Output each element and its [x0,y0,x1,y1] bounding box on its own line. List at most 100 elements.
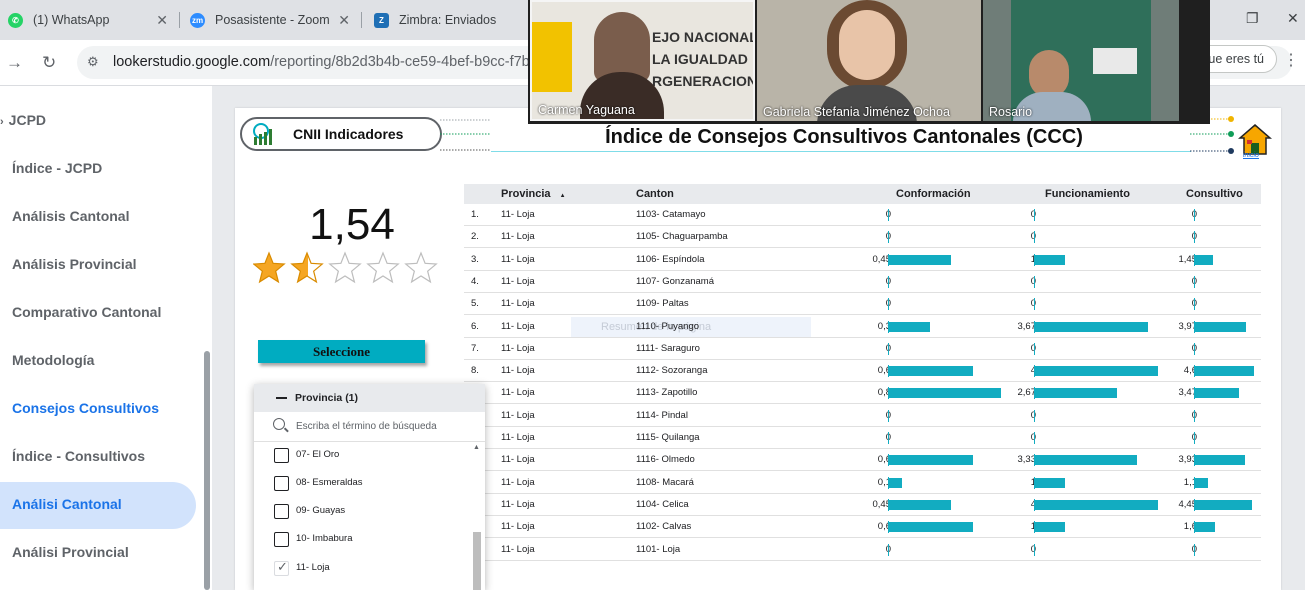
collapse-icon[interactable] [276,397,287,399]
dropdown-option[interactable]: 09- Guayas [274,504,464,524]
star-icon [253,251,286,284]
close-icon[interactable]: ✕ [156,11,168,28]
tab-zoom[interactable]: zm Posasistente - Zoom ✕ [190,6,350,34]
title-underline [491,151,1191,152]
cell-cons: 3,47 [1178,387,1198,399]
dropdown-option[interactable]: ✓ 11- Loja [274,559,464,581]
bar-func [1034,499,1158,510]
cell-canton: 1111- Saraguro [636,342,700,354]
sidebar-scrollbar[interactable] [204,351,210,590]
bar-baseline [888,209,889,221]
sidebar-item-comparativo-cantonal[interactable]: Comparativo Cantonal [12,304,162,320]
select-button[interactable]: Seleccione [258,340,425,363]
checkbox-checked[interactable]: ✓ [274,559,289,576]
cell-conf: 0,6 [877,521,891,533]
table-row[interactable]: 3. 11- Loja 1106- Espíndola 0,45 1 1,45 [464,249,1261,271]
dropdown-option[interactable]: 07- El Oro [274,448,464,468]
bar-baseline [888,298,889,311]
table-header: Provincia ▲ Canton Conformación Funciona… [464,184,1261,204]
participant-tile[interactable]: EJO NACIONAL LA IGUALDAD RGENERACIONA Ca… [530,0,755,121]
checkbox[interactable] [274,476,289,491]
table-row[interactable]: 5. 11- Loja 1109- Paltas 0 0 0 [464,293,1261,316]
close-icon[interactable]: ✕ [338,11,350,28]
cell-func: 3,33 [1017,454,1037,466]
sidebar-item-jcpd[interactable]: › JCPD [0,112,46,128]
dropdown-option[interactable]: 08- Esmeraldas [274,476,464,496]
table-row[interactable]: 11- Loja 1104- Celica 0,45 4 4,45 [464,494,1261,516]
bar-conf [888,321,930,332]
search-placeholder[interactable]: Escriba el término de búsqueda [296,421,437,432]
forward-arrow-icon[interactable]: → [6,53,23,72]
table-row[interactable]: 11- Loja 1101- Loja 0 0 0 [464,539,1261,561]
column-header-consultivo[interactable]: Consultivo [1186,188,1243,200]
url-text[interactable]: lookerstudio.google.com/reporting/8b2d3b… [113,54,530,70]
cell-cons: 1,6 [1183,521,1197,533]
sort-asc-icon[interactable]: ▲ [559,193,566,199]
tab-zimbra[interactable]: Z Zimbra: Enviados [374,6,524,34]
sidebar-item-consejos-consultivos[interactable]: Consejos Consultivos [12,400,160,416]
provincia-dropdown: Provincia (1) Escriba el término de búsq… [254,384,485,590]
row-index: 2. [471,231,479,243]
column-header-provincia[interactable]: Provincia ▲ [501,188,566,200]
participant-tile[interactable]: Gabriela Stefania Jiménez Ochoa [757,0,981,121]
tab-whatsapp[interactable]: ✆ (1) WhatsApp ✕ [8,6,168,34]
column-header-canton[interactable]: Canton [636,188,674,200]
cell-provincia: 11- Loja [501,521,535,533]
table-row[interactable]: 1. 11- Loja 1103- Catamayo 0 0 0 [464,204,1261,226]
table-row[interactable]: 11- Loja 1116- Olmedo 0,6 3,33 3,93 [464,449,1261,472]
sidebar-item-metodologia[interactable]: Metodología [12,352,95,368]
tab-title: (1) WhatsApp [33,13,110,27]
cell-conf: 0,1 [877,476,891,488]
cell-cons: 0 [1157,343,1197,354]
more-options-icon[interactable]: ⋮ [1283,52,1299,69]
zimbra-icon: Z [374,12,389,28]
sidebar-item-analisis-provincial[interactable]: Análisis Provincial [12,256,137,272]
cell-provincia: 11- Loja [501,387,535,399]
close-window-icon[interactable]: ✕ [1287,10,1299,26]
participant-tile[interactable]: Rosario [983,0,1179,121]
checkbox[interactable] [274,448,289,463]
page-summary-control[interactable]: Resumen de la página [571,317,811,337]
checkbox[interactable] [274,504,289,519]
table-row[interactable]: 11- Loja 1114- Pindal 0 0 0 [464,405,1261,427]
sidebar-item-indice-consultivos[interactable]: Índice - Consultivos [12,448,146,464]
dropdown-header[interactable]: Provincia (1) [254,384,485,412]
sidebar-item-indice-jcpd[interactable]: Índice - JCPD [12,160,103,176]
table-row[interactable]: 4. 11- Loja 1107- Gonzanamá 0 0 0 [464,271,1261,293]
table-row[interactable]: 11- Loja 1113- Zapotillo 0,8 2,67 3,47 [464,382,1261,405]
cell-canton: 1103- Catamayo [636,209,706,220]
column-header-funcionamiento[interactable]: Funcionamiento [1045,188,1130,200]
cell-conf: 0 [851,544,891,555]
table-row[interactable]: 7. 11- Loja 1111- Saraguro 0 0 0 [464,338,1261,360]
checkbox[interactable] [274,532,289,547]
sidebar-item-analisis-cantonal[interactable]: Análisis Cantonal [12,208,130,224]
scroll-up-icon[interactable]: ▲ [473,444,480,451]
cnii-logo[interactable]: CNII Indicadores [240,117,442,151]
restore-window-icon[interactable]: ❐ [1246,10,1259,26]
table-row[interactable]: 11- Loja 1108- Macará 0,1 1 1,1 [464,472,1261,494]
reload-icon[interactable]: ↻ [42,53,57,72]
dropdown-search[interactable]: Escriba el término de búsqueda [254,412,485,442]
table-row[interactable]: 2. 11- Loja 1105- Chaguarpamba 0 0 0 [464,226,1261,249]
report-title: Índice de Consejos Consultivos Cantonale… [605,126,1083,148]
cell-cons: 0 [1157,276,1197,287]
table-row[interactable]: 8. 11- Loja 1112- Sozoranga 0,6 4 4,6 [464,360,1261,383]
cell-provincia: 11- Loja [501,253,535,265]
home-icon[interactable] [1238,120,1272,160]
site-settings-icon[interactable]: ⚙ [87,54,99,69]
cell-canton: 1114- Pindal [636,409,688,421]
sidebar-item-analisi-provincial[interactable]: Análisi Provincial [12,544,129,560]
table-row[interactable]: 11- Loja 1102- Calvas 0,6 1 1,6 [464,516,1261,539]
table-row[interactable]: 6. 11- Loja 1110- Puyango 0,3 3,67 3,97 [464,316,1261,338]
video-participants-strip: EJO NACIONAL LA IGUALDAD RGENERACIONA Ca… [528,0,1210,124]
person-shape [1013,92,1091,121]
cell-provincia: 11- Loja [501,498,535,510]
bar-baseline [1034,275,1035,288]
table-row[interactable]: 11- Loja 1115- Quilanga 0 0 0 [464,427,1261,449]
dropdown-scrollbar[interactable] [473,532,481,590]
column-header-conformacion[interactable]: Conformación [896,188,971,200]
sidebar-item-analisi-cantonal[interactable]: Análisi Cantonal [12,496,122,512]
home-link[interactable]: inicio [1243,152,1259,159]
cell-provincia: 11- Loja [501,320,535,332]
dropdown-option[interactable]: 10- Imbabura [274,532,464,552]
